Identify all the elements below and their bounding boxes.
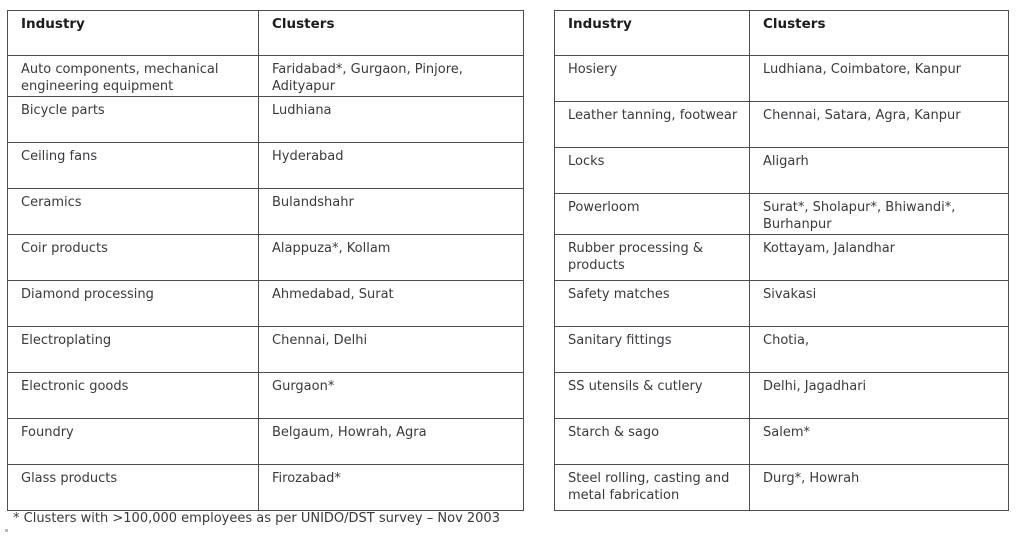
table-row: Hosiery Ludhiana, Coimbatore, Kanpur bbox=[554, 55, 1009, 102]
clusters-cell: Firozabad* bbox=[258, 464, 524, 511]
clusters-cell: Ludhiana, Coimbatore, Kanpur bbox=[749, 55, 1009, 102]
footnote-text: * Clusters with >100,000 employees as pe… bbox=[13, 511, 500, 526]
table-row: Glass products Firozabad* bbox=[7, 464, 524, 511]
clusters-cell: Hyderabad bbox=[258, 142, 524, 189]
clusters-cell: Aligarh bbox=[749, 147, 1009, 194]
industry-cell: Steel rolling, casting and metal fabrica… bbox=[554, 464, 750, 511]
clusters-cell: Alappuza*, Kollam bbox=[258, 234, 524, 281]
clusters-cell: Surat*, Sholapur*, Bhiwandi*, Burhanpur bbox=[749, 193, 1009, 235]
industry-cell: Ceiling fans bbox=[7, 142, 259, 189]
stray-mark bbox=[5, 529, 8, 532]
clusters-cell: Ahmedabad, Surat bbox=[258, 280, 524, 327]
industry-cell: Powerloom bbox=[554, 193, 750, 235]
table-row: Bicycle parts Ludhiana bbox=[7, 96, 524, 143]
industry-cell: Electronic goods bbox=[7, 372, 259, 419]
clusters-cell: Durg*, Howrah bbox=[749, 464, 1009, 511]
industry-cell: Safety matches bbox=[554, 280, 750, 327]
table-row: Locks Aligarh bbox=[554, 147, 1009, 194]
table-row: Diamond processing Ahmedabad, Surat bbox=[7, 280, 524, 327]
table-row: Coir products Alappuza*, Kollam bbox=[7, 234, 524, 281]
industry-cell: Electroplating bbox=[7, 326, 259, 373]
industry-cell: Auto components, mechanical engineering … bbox=[7, 55, 259, 97]
industry-cell: Bicycle parts bbox=[7, 96, 259, 143]
table-row: Ceiling fans Hyderabad bbox=[7, 142, 524, 189]
industry-cell: Glass products bbox=[7, 464, 259, 511]
table-row: Electroplating Chennai, Delhi bbox=[7, 326, 524, 373]
industry-cell: Locks bbox=[554, 147, 750, 194]
clusters-column-header: Clusters bbox=[749, 10, 1009, 56]
table-row: Auto components, mechanical engineering … bbox=[7, 55, 524, 97]
table-row: Ceramics Bulandshahr bbox=[7, 188, 524, 235]
table-row: Foundry Belgaum, Howrah, Agra bbox=[7, 418, 524, 465]
industry-cell: SS utensils & cutlery bbox=[554, 372, 750, 419]
table-row: Powerloom Surat*, Sholapur*, Bhiwandi*, … bbox=[554, 193, 1009, 235]
clusters-cell: Belgaum, Howrah, Agra bbox=[258, 418, 524, 465]
clusters-column-header: Clusters bbox=[258, 10, 524, 56]
industry-cell: Diamond processing bbox=[7, 280, 259, 327]
clusters-cell: Chennai, Delhi bbox=[258, 326, 524, 373]
table-row: Electronic goods Gurgaon* bbox=[7, 372, 524, 419]
clusters-cell: Chotia, bbox=[749, 326, 1009, 373]
clusters-cell: Kottayam, Jalandhar bbox=[749, 234, 1009, 281]
industry-cell: Coir products bbox=[7, 234, 259, 281]
table-row: SS utensils & cutlery Delhi, Jagadhari bbox=[554, 372, 1009, 419]
table-row: Safety matches Sivakasi bbox=[554, 280, 1009, 327]
industry-cell: Ceramics bbox=[7, 188, 259, 235]
table-row: Leather tanning, footwear Chennai, Satar… bbox=[554, 101, 1009, 148]
industry-cell: Sanitary fittings bbox=[554, 326, 750, 373]
clusters-cell: Bulandshahr bbox=[258, 188, 524, 235]
industry-clusters-table-right: Industry Clusters Hosiery Ludhiana, Coim… bbox=[554, 10, 1009, 511]
table-row: Starch & sago Salem* bbox=[554, 418, 1009, 465]
clusters-cell: Ludhiana bbox=[258, 96, 524, 143]
table-row: Rubber processing & products Kottayam, J… bbox=[554, 234, 1009, 281]
table-row: Sanitary fittings Chotia, bbox=[554, 326, 1009, 373]
industry-cell: Foundry bbox=[7, 418, 259, 465]
clusters-cell: Delhi, Jagadhari bbox=[749, 372, 1009, 419]
industry-column-header: Industry bbox=[7, 10, 259, 56]
industry-clusters-table-left: Industry Clusters Auto components, mecha… bbox=[7, 10, 524, 511]
clusters-cell: Sivakasi bbox=[749, 280, 1009, 327]
clusters-cell: Faridabad*, Gurgaon, Pinjore, Adityapur bbox=[258, 55, 524, 97]
table-header-row: Industry Clusters bbox=[7, 10, 524, 56]
clusters-cell: Salem* bbox=[749, 418, 1009, 465]
industry-cell: Leather tanning, footwear bbox=[554, 101, 750, 148]
clusters-cell: Chennai, Satara, Agra, Kanpur bbox=[749, 101, 1009, 148]
industry-cell: Starch & sago bbox=[554, 418, 750, 465]
table-row: Steel rolling, casting and metal fabrica… bbox=[554, 464, 1009, 511]
industry-cell: Hosiery bbox=[554, 55, 750, 102]
industry-cell: Rubber processing & products bbox=[554, 234, 750, 281]
clusters-cell: Gurgaon* bbox=[258, 372, 524, 419]
table-header-row: Industry Clusters bbox=[554, 10, 1009, 56]
industry-column-header: Industry bbox=[554, 10, 750, 56]
